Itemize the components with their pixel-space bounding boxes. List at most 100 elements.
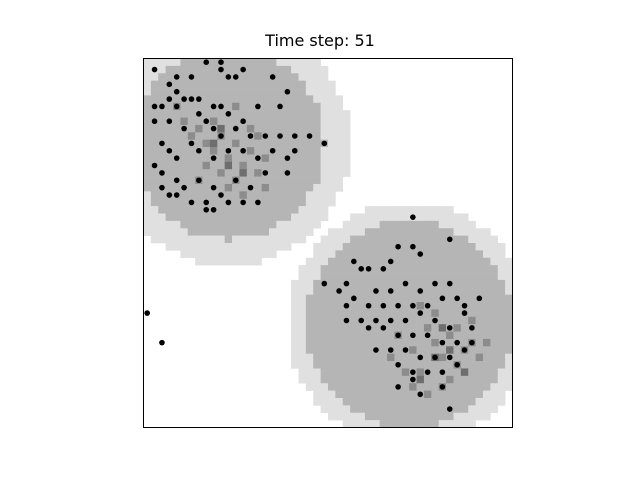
heatmap-cell [417, 206, 425, 214]
heatmap-cell [328, 368, 336, 376]
heatmap-cell [321, 258, 329, 266]
agent-marker [417, 355, 423, 361]
agent-marker [351, 296, 357, 302]
heatmap-cell [483, 376, 491, 384]
heatmap-cell [298, 95, 306, 103]
heatmap-cell [291, 73, 299, 81]
heatmap-cell [417, 413, 425, 421]
heatmap-cell [446, 376, 454, 384]
heatmap-cell [453, 213, 461, 221]
agent-marker [395, 362, 401, 368]
heatmap-cell [476, 391, 484, 399]
heatmap-cell [225, 88, 233, 96]
heatmap-cell [144, 184, 152, 192]
heatmap-cell [446, 383, 454, 391]
agent-marker [447, 325, 453, 331]
agent-marker [469, 325, 475, 331]
heatmap-cell [247, 118, 255, 126]
heatmap-cell [210, 213, 218, 221]
heatmap-cell [402, 324, 410, 332]
heatmap-cell [321, 368, 329, 376]
heatmap-cell [247, 199, 255, 207]
heatmap-cell [498, 265, 506, 273]
heatmap-cell [394, 280, 402, 288]
agent-marker [233, 74, 239, 80]
heatmap-cell [468, 354, 476, 362]
heatmap-cell [262, 66, 270, 74]
heatmap-cell [490, 280, 498, 288]
heatmap-cell [313, 265, 321, 273]
heatmap-cell [335, 169, 343, 177]
heatmap-cell [291, 162, 299, 170]
heatmap-cell [350, 213, 358, 221]
heatmap-cell [298, 199, 306, 207]
heatmap-cell [210, 250, 218, 258]
heatmap-cell [409, 228, 417, 236]
heatmap-cell [439, 346, 447, 354]
heatmap-cell [151, 132, 159, 140]
heatmap-cell [335, 258, 343, 266]
heatmap-cell [313, 154, 321, 162]
heatmap-cell [453, 317, 461, 325]
heatmap-cell [380, 361, 388, 369]
heatmap-cell [446, 295, 454, 303]
heatmap-cell [402, 213, 410, 221]
heatmap-cell [210, 81, 218, 89]
heatmap-cell [358, 221, 366, 229]
heatmap-cell [321, 206, 329, 214]
heatmap-cell [424, 309, 432, 317]
agent-marker [189, 96, 195, 102]
heatmap-cell [144, 132, 152, 140]
heatmap-cell [424, 273, 432, 281]
agent-marker [233, 126, 239, 132]
heatmap-cell [380, 236, 388, 244]
heatmap-cell [409, 413, 417, 421]
heatmap-cell [387, 243, 395, 251]
heatmap-cell [217, 110, 225, 118]
heatmap-cell [239, 236, 247, 244]
agent-marker [322, 141, 328, 147]
heatmap-cell [328, 199, 336, 207]
heatmap-cell [483, 324, 491, 332]
heatmap-cell [195, 236, 203, 244]
heatmap-cell [276, 118, 284, 126]
heatmap-cell [225, 162, 233, 170]
heatmap-cell [365, 376, 373, 384]
heatmap-cell [306, 324, 314, 332]
heatmap-cell [394, 324, 402, 332]
heatmap-cell [461, 236, 469, 244]
agent-marker [211, 207, 217, 213]
heatmap-cell [365, 361, 373, 369]
heatmap-cell [298, 110, 306, 118]
agent-marker [152, 67, 158, 73]
heatmap-cell [254, 95, 262, 103]
heatmap-cell [284, 236, 292, 244]
heatmap-cell [358, 339, 366, 347]
heatmap-cell [247, 258, 255, 266]
heatmap-cell [365, 273, 373, 281]
heatmap-cell [328, 132, 336, 140]
heatmap-cell [291, 81, 299, 89]
heatmap-cell [409, 391, 417, 399]
heatmap-cell [394, 213, 402, 221]
agent-marker [218, 133, 224, 139]
heatmap-cell [298, 332, 306, 340]
heatmap-cell [254, 258, 262, 266]
heatmap-cell [306, 302, 314, 310]
heatmap-cell [232, 147, 240, 155]
heatmap-cell [313, 346, 321, 354]
heatmap-cell [210, 243, 218, 251]
heatmap-cell [262, 140, 270, 148]
heatmap-cell [505, 287, 513, 295]
heatmap-cell [232, 162, 240, 170]
heatmap-cell [232, 206, 240, 214]
agent-marker [240, 118, 246, 124]
heatmap-cell [203, 213, 211, 221]
heatmap-cell [461, 420, 469, 428]
heatmap-cell [262, 199, 270, 207]
heatmap-cell [358, 354, 366, 362]
heatmap-cell [321, 118, 329, 126]
agent-marker [152, 163, 158, 169]
heatmap-cell [424, 258, 432, 266]
agent-marker [174, 104, 180, 110]
